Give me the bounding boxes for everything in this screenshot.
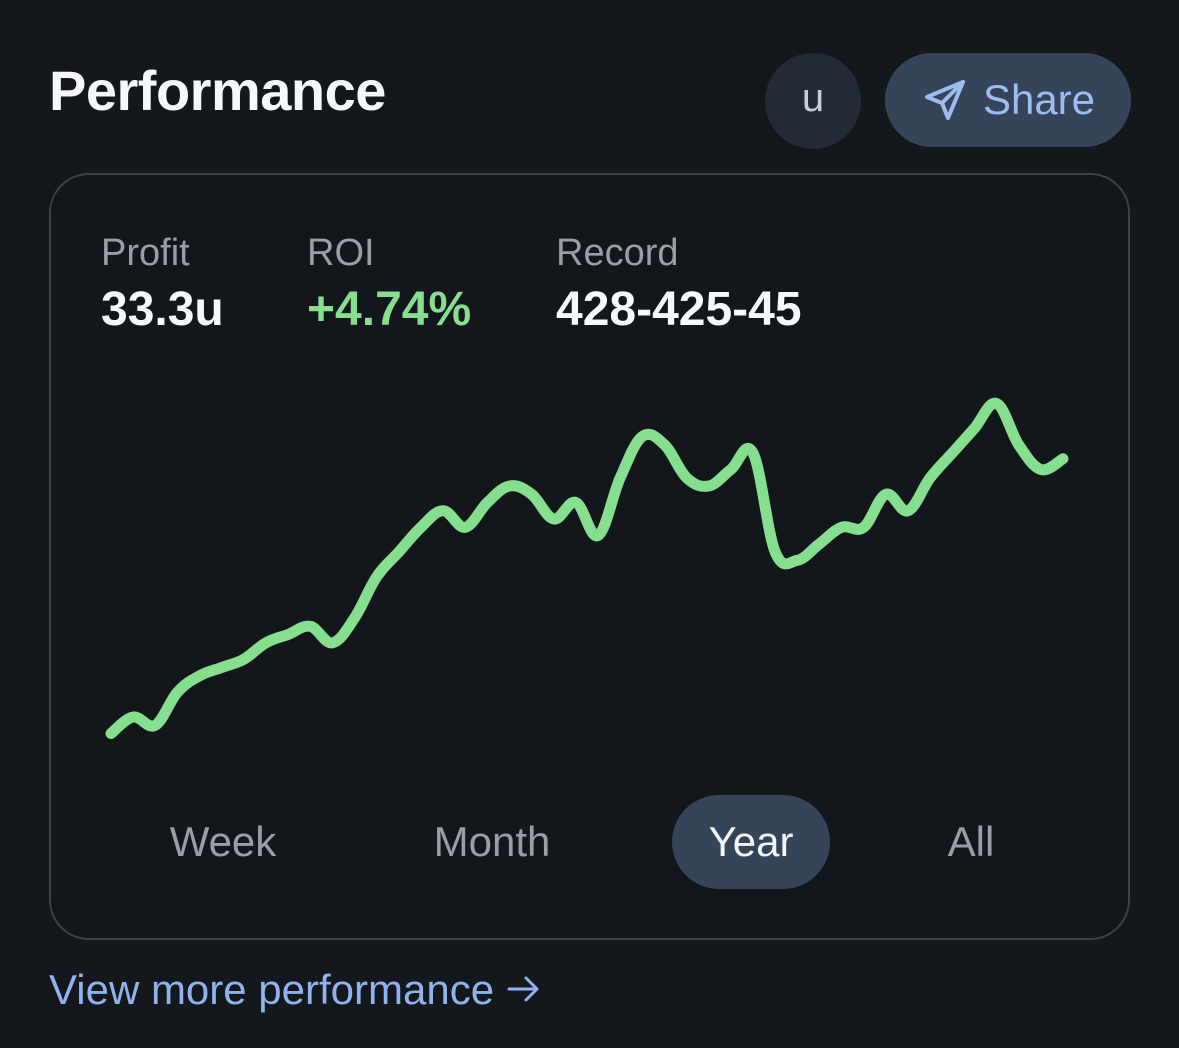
profit-value: 33.3u bbox=[101, 283, 224, 336]
tab-year-label: Year bbox=[708, 818, 794, 865]
tab-all-label: All bbox=[947, 818, 995, 865]
tab-month-label: Month bbox=[433, 818, 551, 865]
profit-label: Profit bbox=[101, 232, 190, 274]
send-icon bbox=[921, 76, 969, 124]
tab-year[interactable]: Year bbox=[672, 795, 830, 889]
view-more-performance-link[interactable]: View more performance bbox=[49, 966, 542, 1014]
tab-week[interactable]: Week bbox=[144, 795, 302, 889]
range-tabs: Week Month Year All bbox=[51, 795, 1128, 889]
roi-stat: ROI +4.74% bbox=[307, 231, 471, 339]
performance-chart bbox=[105, 397, 1069, 739]
tab-month[interactable]: Month bbox=[411, 795, 573, 889]
view-more-label: View more performance bbox=[49, 966, 495, 1013]
unit-button-label: u bbox=[801, 75, 825, 120]
share-button-label: Share bbox=[982, 76, 1096, 123]
arrow-right-icon bbox=[506, 966, 542, 1014]
unit-toggle-button[interactable]: u bbox=[765, 53, 861, 149]
roi-label: ROI bbox=[307, 232, 375, 274]
page-title: Performance bbox=[49, 59, 386, 122]
tab-week-label: Week bbox=[169, 818, 277, 865]
record-value: 428-425-45 bbox=[556, 283, 802, 336]
profit-stat: Profit 33.3u bbox=[101, 231, 224, 339]
share-button[interactable]: Share bbox=[885, 53, 1131, 147]
roi-value: +4.74% bbox=[307, 283, 472, 336]
record-label: Record bbox=[556, 232, 679, 274]
tab-all[interactable]: All bbox=[917, 795, 1025, 889]
record-stat: Record 428-425-45 bbox=[556, 231, 802, 339]
performance-card: Profit 33.3u ROI +4.74% Record 428-425-4… bbox=[49, 173, 1130, 940]
profit-series-line bbox=[105, 397, 1069, 739]
